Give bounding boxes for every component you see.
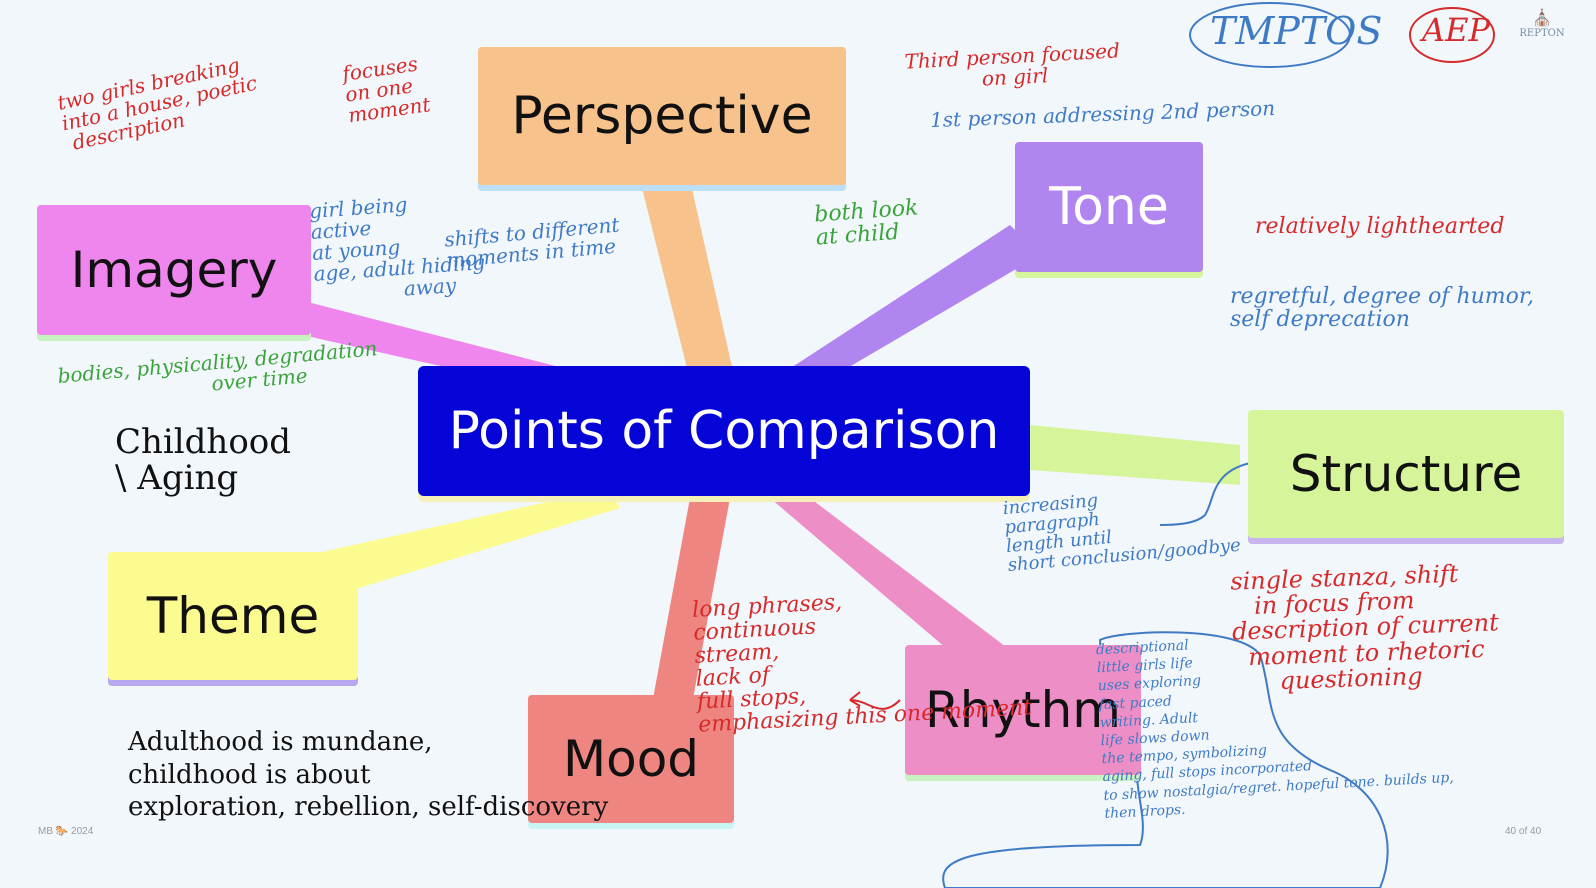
annotation-tone-red: relatively lighthearted — [1255, 214, 1505, 239]
connector-tone — [780, 225, 1040, 390]
node-imagery: Imagery — [37, 205, 311, 335]
arrow-rhythm-to-phrases — [849, 691, 901, 710]
connector-mood — [650, 498, 730, 715]
node-rhythm-label: Rhythm — [924, 681, 1122, 739]
node-perspective-label: Perspective — [511, 86, 813, 146]
annotation-rhythm-red: long phrases, continuous stream, lack of… — [691, 589, 1033, 739]
crest-icon: ⛪ — [1532, 10, 1552, 27]
node-tone-label: Tone — [1049, 177, 1169, 237]
node-mood: Mood — [528, 695, 734, 823]
node-rhythm: Rhythm — [905, 645, 1141, 775]
circled-tmptos: TMPTOS — [1210, 9, 1383, 53]
node-perspective: Perspective — [478, 47, 846, 185]
node-theme: Theme — [108, 552, 358, 680]
annotation-perspective-red-left: focuses on one moment — [340, 51, 432, 128]
structure-brace — [1159, 461, 1256, 526]
school-logo: ⛪ REPTON — [1512, 8, 1572, 39]
annotation-imagery-blue: girl being active at young age, adult hi… — [308, 192, 486, 307]
connector-rhythm — [770, 498, 1010, 660]
school-logo-text: REPTON — [1519, 28, 1565, 39]
connector-structure — [1030, 425, 1240, 485]
node-structure-label: Structure — [1289, 445, 1523, 503]
circle-aep — [1409, 7, 1495, 63]
center-node: Points of Comparison — [418, 366, 1030, 496]
footer-page-number: 40 of 40 — [1505, 826, 1542, 837]
center-label: Points of Comparison — [448, 401, 1000, 461]
annotation-theme-black: Adulthood is mundane, childhood is about… — [128, 727, 609, 822]
annotation-tone-blue: regretful, degree of humor, self depreca… — [1230, 284, 1534, 333]
annotation-rhythm-blue: descriptional little girls life uses exp… — [1095, 637, 1455, 822]
node-tone: Tone — [1015, 142, 1203, 272]
circle-tmptos — [1189, 2, 1351, 68]
node-imagery-label: Imagery — [70, 241, 278, 299]
node-mood-label: Mood — [562, 730, 700, 788]
node-theme-label: Theme — [146, 587, 320, 645]
annotation-perspective-green: both look at child — [813, 195, 920, 251]
annotation-childhood-aging: Childhood \ Aging — [115, 422, 292, 498]
circled-aep: AEP — [1422, 11, 1490, 49]
connector-perspective — [640, 180, 735, 380]
node-structure: Structure — [1248, 410, 1564, 538]
footer-left: MB 🐎 2024 — [38, 826, 94, 837]
